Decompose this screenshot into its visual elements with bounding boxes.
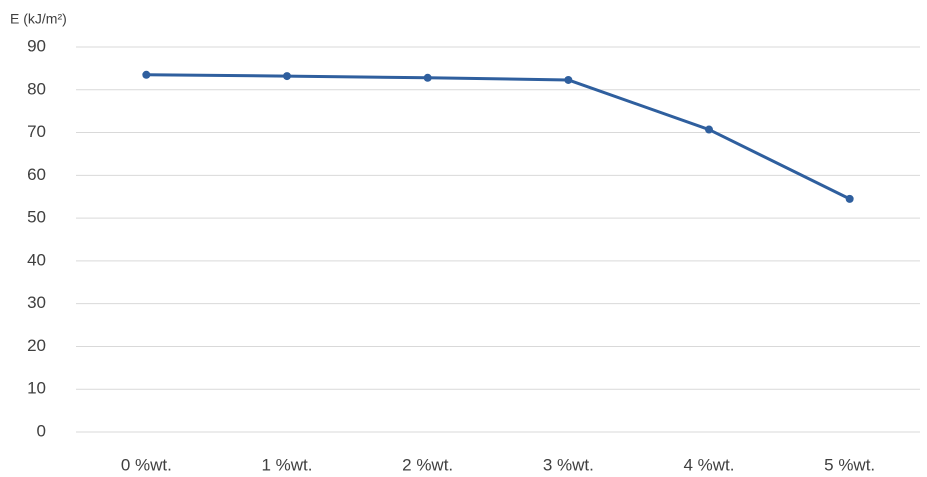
y-tick-label: 60	[27, 165, 46, 184]
data-point	[283, 72, 291, 81]
data-point	[423, 73, 432, 82]
y-tick-label: 50	[27, 208, 46, 227]
y-tick-label: 30	[27, 293, 46, 312]
y-tick-label: 70	[27, 122, 46, 141]
series-line	[146, 73, 851, 201]
x-tick-label: 5 %wt.	[824, 455, 875, 474]
data-point	[705, 125, 713, 134]
y-tick-label: 10	[27, 379, 46, 398]
y-tick-label: 40	[27, 250, 46, 269]
data-point	[845, 194, 854, 203]
y-tick-label: 0	[37, 421, 46, 440]
x-tick-label: 1 %wt.	[261, 455, 312, 474]
y-axis-title: E (kJ/m²)	[10, 11, 67, 27]
x-tick-label: 3 %wt.	[543, 455, 594, 474]
x-tick-label: 2 %wt.	[402, 455, 453, 474]
data-point	[564, 75, 573, 84]
y-tick-label: 90	[27, 36, 46, 55]
x-tick-label: 0 %wt.	[121, 455, 172, 474]
x-tick-label: 4 %wt.	[683, 455, 734, 474]
data-point	[142, 70, 151, 79]
y-tick-label: 20	[27, 336, 46, 355]
y-tick-label: 80	[27, 79, 46, 98]
